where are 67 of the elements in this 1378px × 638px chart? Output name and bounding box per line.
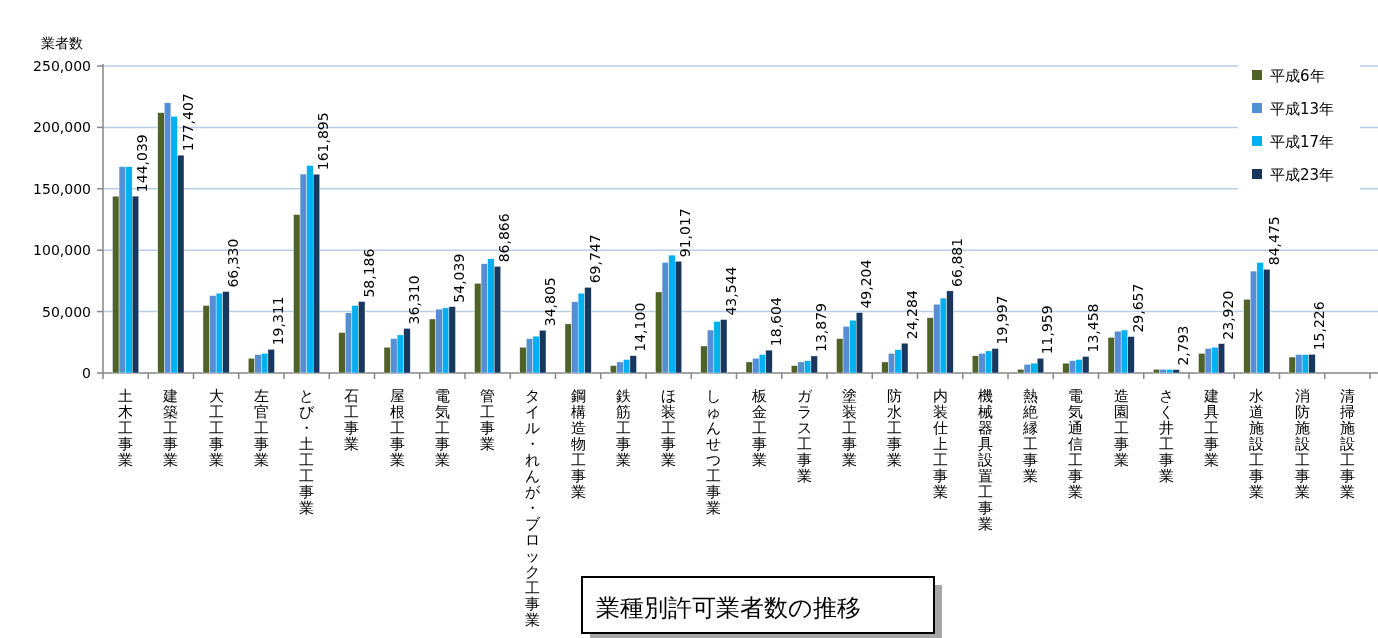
data-label: 54,039 [451,253,468,303]
x-tick-label: 鋼構造物工事業 [570,388,586,500]
x-tick-label: 造園工事業 [1113,388,1129,468]
x-tick-label: 水道施設工事業 [1249,388,1265,500]
data-label: 13,879 [813,302,830,352]
data-label: 66,881 [948,237,965,287]
x-tick-label: 石工事業 [344,388,360,452]
x-tick-label: 清掃施設工事業 [1339,388,1355,500]
x-tick-label: 内装仕上工事業 [931,388,948,500]
text: 業種別許可業者数の推移 [596,594,861,622]
x-tick-label: 消防施設工事業 [1294,388,1310,500]
data-label: 66,330 [224,238,241,288]
x-tick-label: しゅんせつ工事業 [706,388,722,516]
data-label: 177,407 [179,93,196,152]
x-tick-label: 電気通信工事業 [1068,388,1084,500]
y-tick-label: 0 [82,365,91,381]
legend-label: 平成23年 [1270,166,1335,184]
x-tick-label: 大工工事業 [208,388,224,468]
data-label: 49,204 [858,259,875,309]
x-tick-label: 土木工事業 [118,388,134,468]
data-label: 23,920 [1220,290,1237,340]
data-label: 2,793 [1175,325,1192,366]
x-tick-label: ガラス工事業 [796,388,813,484]
y-tick-label: 150,000 [33,180,91,197]
data-label: 18,604 [767,297,784,347]
data-label: 58,186 [360,248,377,298]
y-axis-title: 業者数 [41,35,83,51]
data-label: 69,747 [586,234,603,284]
data-label: 19,997 [994,295,1011,345]
x-tick-label: 建具工事業 [1203,388,1220,468]
x-tick-label: 電気工事業 [434,388,450,468]
data-label: 86,866 [496,213,513,263]
data-label: 91,017 [677,208,694,258]
data-label: 13,458 [1084,303,1101,353]
x-tick-label: 熱絶縁工事業 [1022,388,1039,484]
x-tick-label: 塗装工事業 [842,388,858,468]
data-label: 15,226 [1310,301,1327,351]
x-tick-label: 建築工事業 [162,388,179,468]
y-tick-label: 200,000 [33,119,91,136]
y-tick-label: 250,000 [33,58,91,74]
legend-label: 平成13年 [1270,100,1335,118]
x-tick-label: さく井工事業 [1158,388,1174,484]
data-label: 144,039 [134,134,151,193]
data-label: 36,310 [405,275,422,325]
data-label: 34,805 [541,277,558,327]
x-tick-label: とび・土工工事業 [299,388,316,516]
data-label: 29,657 [1129,283,1146,333]
data-label: 14,100 [632,302,649,352]
data-label: 11,959 [1039,305,1056,355]
x-tick-label: 管工事業 [480,388,496,452]
data-label: 19,311 [270,296,287,346]
category-label: 機械器具設置工事業 [977,388,993,532]
category-label: タイル・れんが・ブロック工事業 [525,388,541,628]
data-label: 24,284 [903,290,920,340]
x-tick-label: 屋根工事業 [389,388,405,468]
x-tick-label: ほ装工事業 [661,388,677,468]
legend-label: 平成6年 [1270,67,1325,85]
data-label: 43,544 [722,266,739,316]
x-tick-label: 左官工事業 [253,388,269,468]
x-tick-label: 鉄筋工事業 [615,388,631,468]
y-tick-label: 50,000 [42,303,91,320]
x-tick-label: 防水工事業 [887,388,903,468]
data-label: 84,475 [1265,216,1282,266]
x-tick-label: 板金工事業 [750,388,767,468]
data-label: 161,895 [315,112,332,171]
legend-label: 平成17年 [1270,133,1335,151]
y-tick-label: 100,000 [33,242,91,259]
